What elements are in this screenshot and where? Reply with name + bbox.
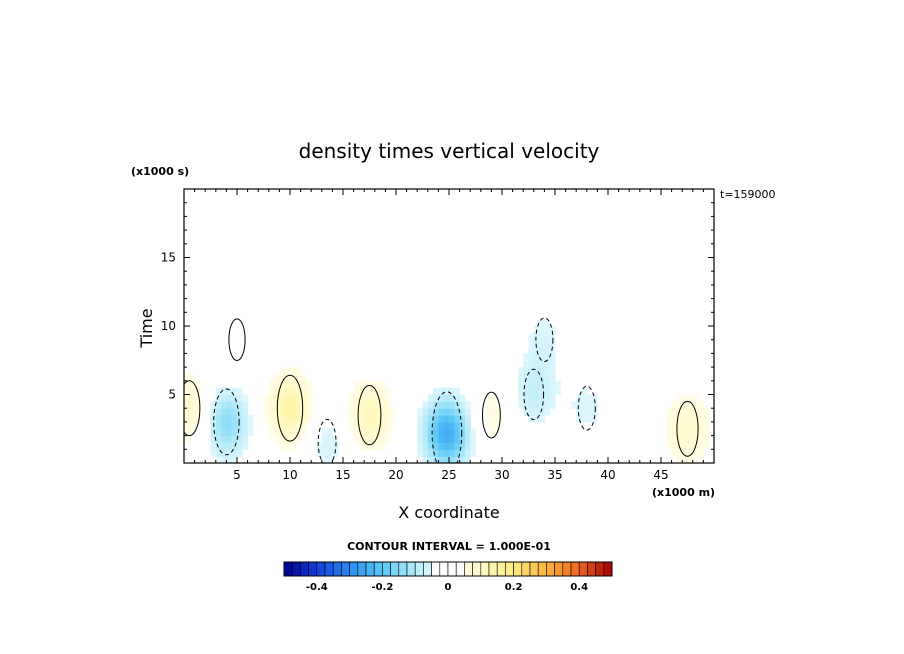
x-tick-label-10: 10: [282, 468, 297, 482]
colorbar-tick-label: 0: [445, 582, 452, 593]
x-tick-label-25: 25: [441, 468, 456, 482]
time-annotation: t=159000: [720, 188, 776, 201]
contour-10: [228, 318, 246, 362]
x-axis-label: X coordinate: [398, 503, 499, 522]
y-tick-label-15: 15: [161, 251, 176, 265]
contour-7: [577, 385, 596, 431]
contour-4: [431, 391, 463, 463]
y-tick-label-10: 10: [161, 319, 176, 333]
colorbar-tick-label: 0.4: [570, 582, 588, 593]
heatmap-field: [184, 319, 710, 463]
contour-2: [357, 385, 382, 446]
x-tick-label-30: 30: [494, 468, 509, 482]
colorbar: -0.4 -0.2 0 0.2 0.4: [283, 561, 613, 593]
contour-1: [276, 374, 304, 442]
contour-9: [184, 380, 201, 437]
axes: 5 10 15 20 25 30 35 40 45 5 10 15: [161, 189, 714, 482]
x-unit-label: (x1000 m): [652, 486, 715, 499]
x-tick-label-20: 20: [388, 468, 403, 482]
y-axis-label: Time: [137, 308, 156, 348]
contour-6: [523, 368, 545, 421]
colorbar-tick-label: -0.4: [306, 582, 328, 593]
contour-5: [482, 391, 501, 439]
contour-lines: [184, 317, 699, 463]
x-tick-label-45: 45: [653, 468, 668, 482]
x-tick-label-15: 15: [335, 468, 350, 482]
x-tick-label-40: 40: [600, 468, 615, 482]
contour-interval-label: CONTOUR INTERVAL = 1.000E-01: [347, 540, 551, 553]
chart-title: density times vertical velocity: [299, 139, 600, 163]
contour-8: [676, 400, 699, 457]
x-tick-label-5: 5: [233, 468, 241, 482]
contour-0: [213, 388, 240, 456]
contour-3: [317, 418, 337, 463]
colorbar-tick-label: -0.2: [371, 582, 393, 593]
y-tick-label-5: 5: [168, 388, 176, 402]
y-unit-label: (x1000 s): [131, 165, 189, 178]
x-tick-label-35: 35: [547, 468, 562, 482]
colorbar-tick-label: 0.2: [505, 582, 523, 593]
contour-11: [535, 317, 554, 363]
